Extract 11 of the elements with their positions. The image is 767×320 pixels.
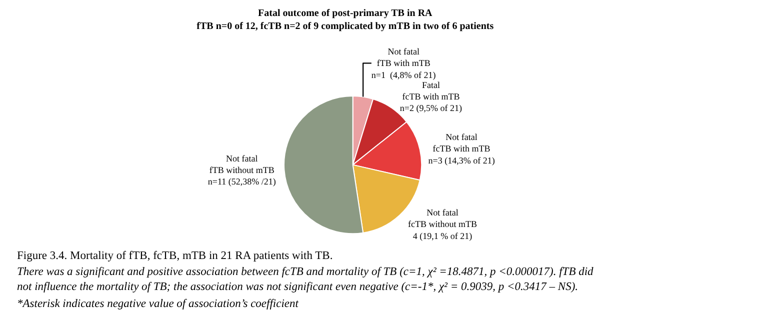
text: *Asterisk indicates negative value of association’s coefficient [17, 298, 300, 310]
chart-title: Fatal outcome of post-primary TB in RA [258, 8, 434, 19]
data-label: n=2 (9,5% of 21) [400, 103, 462, 114]
data-label: n=11 (52,38% /21) [208, 176, 276, 187]
data-label: n=1 (4,8% of 21) [371, 70, 436, 80]
slice-label: Not fatal fcTB without mTB [408, 208, 477, 230]
text: There was a significant and positive association between fcTB and mortality of TB (c=1, χ² =18.4871, p <0.000017). fTB did not influence the mortality of TB; the association was not significant even negative (c=-1*, χ² = 0.9039, p <0.3417 – NS). [17, 266, 594, 293]
data-label: 4 (19,1 % of 21) [412, 230, 472, 241]
data-label: n=3 (14,3% of 21) [428, 155, 495, 166]
caption: Figure 3.4. Mortality of fTB, fcTB, mTB in 21 RA patients with TB. [17, 250, 333, 262]
chart-subtitle: fTB n=0 of 12, fcTB n=2 of 9 complicated by mTB in two of 6 patients [196, 21, 494, 32]
